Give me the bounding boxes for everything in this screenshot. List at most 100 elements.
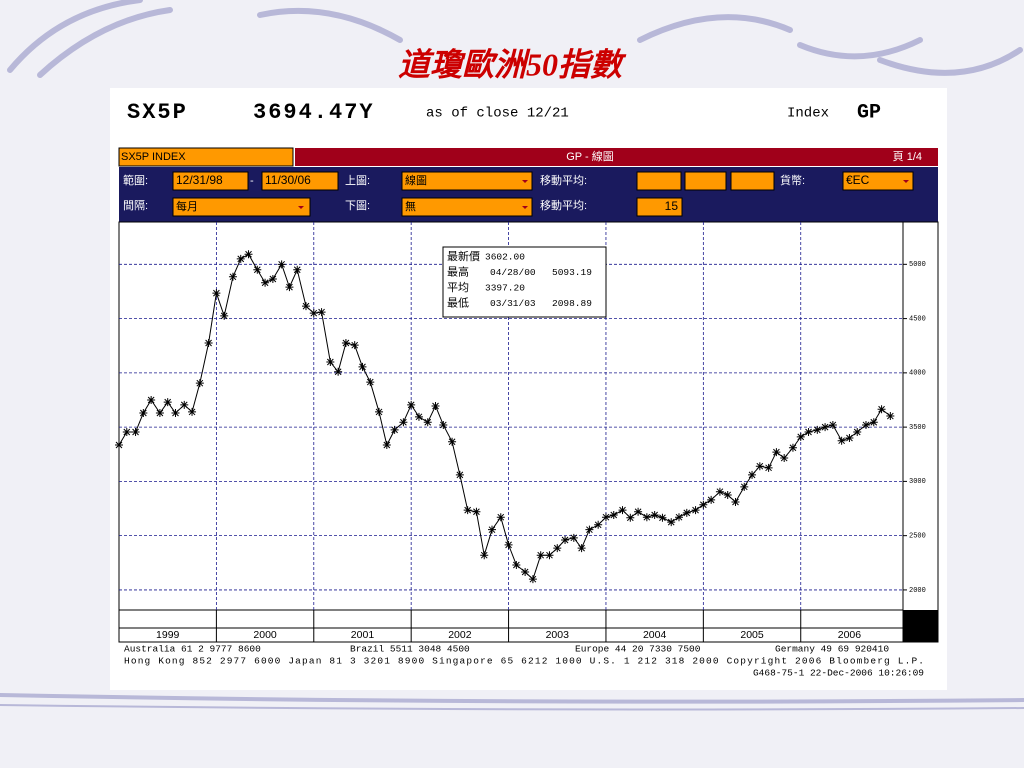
field-text: 15 [665,199,679,213]
point-marker [740,482,749,491]
point-marker [845,433,854,442]
toolbar: SX5P INDEX GP - 線圖 頁 1/4 範圍: - 上圖: 移動平均:… [118,147,938,222]
label: 上圖: [345,174,370,187]
x-tick-label: 2000 [253,629,277,641]
caption-bar [295,148,938,166]
point-marker [317,308,326,317]
point-marker [609,511,618,520]
point-marker [195,379,204,388]
point-marker [309,309,318,318]
asof: as of close 12/21 [426,106,569,122]
field[interactable] [172,197,311,217]
header: SX5P 3694.47Y as of close 12/21 Index GP [127,100,881,125]
point-marker [512,560,521,569]
point-marker [366,378,375,387]
label: 下圖: [345,199,370,212]
point-marker [326,358,335,367]
point-marker [399,418,408,427]
point-marker [618,506,627,515]
point-marker [350,341,359,350]
point-marker [293,265,302,274]
field[interactable] [401,171,533,191]
point-marker [480,551,489,560]
point-marker [407,400,416,409]
point-marker [561,535,570,544]
point-marker [715,487,724,496]
point-marker [585,525,594,534]
y-tick-label: 2500 [909,532,926,540]
field[interactable] [684,171,727,191]
field[interactable] [636,171,682,191]
field-text: 每月 [176,199,198,213]
x-tick-label: 2006 [838,629,862,641]
footer: Australia 61 2 9777 8600 Brazil 5511 304… [124,644,924,679]
point-marker [301,302,310,311]
field-text: 線圖 [405,173,427,187]
field[interactable] [636,197,683,217]
stats-value: 2098.89 [552,298,592,309]
stats-label: 最高 [447,264,469,278]
point-marker [261,278,270,287]
point-marker [869,418,878,427]
point-marker [115,441,123,450]
point-marker [277,260,286,269]
field[interactable] [730,171,775,191]
point-marker [455,470,464,479]
footer-text: G468-75-1 22-Dec-2006 10:26:09 [753,668,924,679]
point-marker [569,533,578,542]
point-marker [682,508,691,517]
point-marker [155,409,164,418]
stats-box [442,246,607,318]
point-marker [521,568,530,577]
x-tick-label: 1999 [156,629,180,641]
slide-title: 道瓊歐洲50指數 [398,46,627,82]
stats-date: 03/31/03 [490,298,536,309]
point-marker [675,513,683,522]
field-text: €EC [846,173,870,187]
footer-text: Brazil 5511 3048 4500 [350,644,470,655]
point-marker [488,525,497,534]
point-marker [748,470,757,479]
point-marker [212,289,221,298]
label: 移動平均: [540,173,587,187]
field-text: 12/31/98 [176,173,223,187]
point-marker [528,575,537,584]
point-marker [764,463,773,472]
stats-label: 最新價 [447,249,480,263]
security: SX5P INDEX [121,151,186,163]
price: 3694.47Y [253,100,375,125]
point-marker [650,511,659,520]
point-marker [463,506,472,515]
point-marker [886,412,895,421]
point-marker [253,265,262,274]
x-tick-label: 2003 [546,629,570,641]
y-tick-label: 2000 [909,587,926,595]
point-marker [334,367,343,376]
x-tick-label: 2002 [448,629,472,641]
field[interactable] [261,171,339,191]
field[interactable] [842,171,914,191]
y-tick-label: 4000 [909,370,926,378]
point-marker [439,420,448,429]
x-tick-label: 2005 [740,629,764,641]
point-marker [699,500,708,509]
point-marker [634,507,643,516]
point-marker [375,407,384,416]
field[interactable] [401,197,533,217]
stats-date: 04/28/00 [490,267,536,278]
point-marker [877,405,886,414]
footer-text: Australia 61 2 9777 8600 [124,644,261,655]
field[interactable] [172,171,249,191]
point-marker [828,420,837,429]
point-marker [536,551,545,560]
footer-text: Europe 44 20 7330 7500 [575,644,701,655]
point-marker [131,428,140,437]
dropdown-arrows [298,180,909,209]
stats-value: 3602.00 [485,252,525,263]
point-marker [804,428,813,437]
y-tick-label: 3000 [909,478,926,486]
label: 範圍: [123,173,148,187]
point-marker [472,507,481,516]
point-marker [431,401,440,410]
point-marker [171,409,180,418]
